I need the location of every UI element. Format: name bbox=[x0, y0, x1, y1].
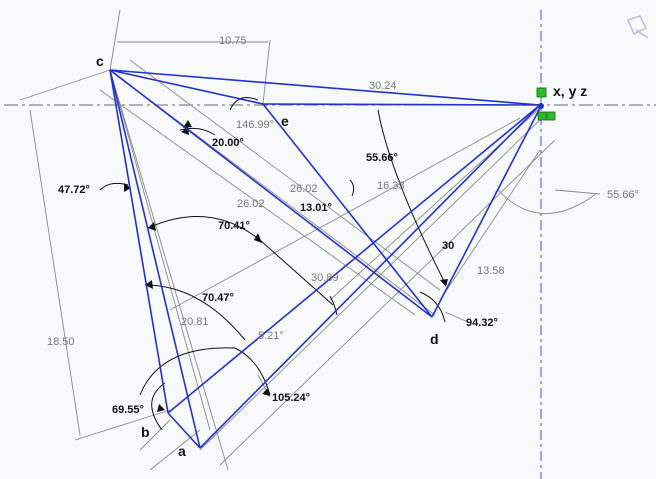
line-d-origin bbox=[431, 107, 541, 318]
line-c-d bbox=[109, 69, 433, 318]
dim-13-58[interactable]: 13.58 bbox=[477, 265, 505, 277]
dim-26-02-a[interactable]: 26.02 bbox=[290, 183, 318, 195]
dim-20-00[interactable]: 20.00° bbox=[212, 137, 244, 149]
dim-94-32[interactable]: 94.32° bbox=[466, 317, 498, 329]
dim-55-66-a[interactable]: 55.66° bbox=[366, 152, 398, 164]
dim-30[interactable]: 30 bbox=[442, 240, 454, 252]
sketch-geometry bbox=[109, 69, 541, 449]
line-c-a bbox=[109, 69, 201, 449]
line-b-a bbox=[167, 412, 201, 449]
point-label-d: d bbox=[430, 331, 439, 347]
dim-55-66-b[interactable]: 55.66° bbox=[607, 189, 639, 201]
origin-label: x, y z bbox=[553, 83, 587, 99]
line-e-d bbox=[262, 103, 433, 318]
dimension-arrows bbox=[124, 120, 448, 412]
dim-70-47[interactable]: 70.47° bbox=[202, 292, 234, 304]
dim-30-89[interactable]: 30.89 bbox=[311, 272, 339, 284]
dim-18-50[interactable]: 18.50 bbox=[47, 336, 75, 348]
line-b-origin bbox=[167, 104, 541, 414]
dim-10-75[interactable]: 10.75 bbox=[219, 35, 247, 47]
origin-grip-icon[interactable] bbox=[536, 87, 556, 121]
dim-70-41[interactable]: 70.41° bbox=[218, 220, 250, 232]
line-c-e bbox=[109, 69, 264, 105]
dim-30-24[interactable]: 30.24 bbox=[369, 80, 397, 92]
dim-16-33[interactable]: 16.33 bbox=[377, 180, 405, 192]
line-a-origin bbox=[199, 104, 541, 449]
dim-47-72[interactable]: 47.72° bbox=[58, 184, 90, 196]
line-c-b bbox=[109, 69, 169, 414]
dim-20-81[interactable]: 20.81 bbox=[181, 316, 209, 328]
point-label-a: a bbox=[178, 443, 186, 459]
dimension-lines bbox=[19, 9, 601, 471]
dim-146-99[interactable]: 146.99° bbox=[236, 119, 274, 131]
point-label-b: b bbox=[141, 424, 150, 440]
point-label-c: c bbox=[96, 53, 104, 69]
app-logo-icon bbox=[626, 15, 649, 39]
dim-69-55[interactable]: 69.55° bbox=[112, 404, 144, 416]
line-e-origin bbox=[262, 103, 541, 106]
line-c-origin bbox=[109, 69, 541, 106]
dim-13-01[interactable]: 13.01° bbox=[300, 202, 332, 214]
point-label-e: e bbox=[281, 113, 289, 129]
dim-105-24[interactable]: 105.24° bbox=[272, 392, 310, 404]
dim-5-21[interactable]: 5.21° bbox=[258, 330, 284, 342]
dim-26-02-b[interactable]: 26.02 bbox=[237, 198, 265, 210]
